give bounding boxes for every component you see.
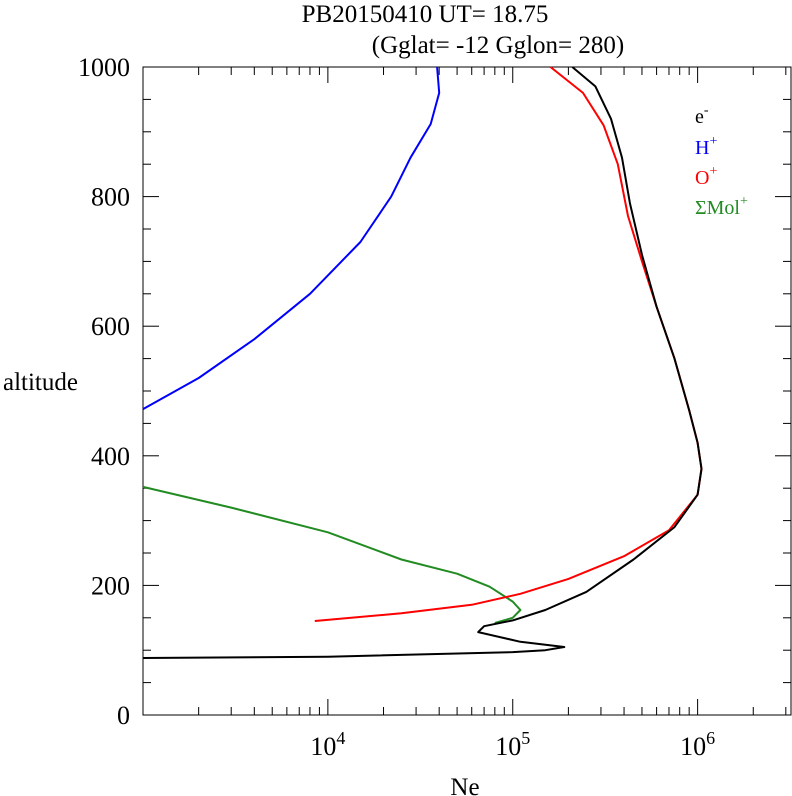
- y-tick-label: 400: [91, 442, 130, 471]
- y-axis-ticks: [143, 66, 791, 716]
- x-axis-label: Ne: [450, 774, 479, 796]
- legend-entry: e-: [695, 103, 709, 128]
- y-tick-label: 0: [117, 701, 130, 730]
- y-tick-label: 800: [91, 183, 130, 212]
- x-tick-label: 104: [310, 728, 345, 761]
- series-lines: [142, 66, 703, 659]
- x-tick-label: 106: [680, 728, 715, 761]
- legend-entry: O+: [695, 164, 717, 189]
- legend-entry: ΣMol+: [695, 194, 748, 219]
- legend-entry: H+: [695, 134, 717, 159]
- series-line-h: [142, 66, 441, 410]
- x-axis-ticks: [142, 67, 787, 715]
- plot-frame: [142, 66, 792, 716]
- y-axis-label: altitude: [3, 369, 78, 396]
- y-tick-label: 600: [91, 312, 130, 341]
- series-line-o: [314, 66, 703, 622]
- chart-title-line2: (Gglat= -12 Gglon= 280): [372, 32, 624, 59]
- y-tick-label: 200: [91, 571, 130, 600]
- x-tick-label: 105: [495, 728, 530, 761]
- series-line-e: [142, 66, 703, 659]
- y-axis-tick-labels: 0 200 400 600 800 1000: [78, 53, 130, 730]
- legend: e- H+ O+ ΣMol+: [695, 103, 748, 219]
- chart-title-line1: PB20150410 UT= 18.75: [302, 1, 549, 28]
- y-tick-label: 1000: [78, 53, 130, 82]
- x-axis-tick-labels: 104 105 106: [310, 728, 715, 761]
- series-line-mol: [142, 485, 522, 624]
